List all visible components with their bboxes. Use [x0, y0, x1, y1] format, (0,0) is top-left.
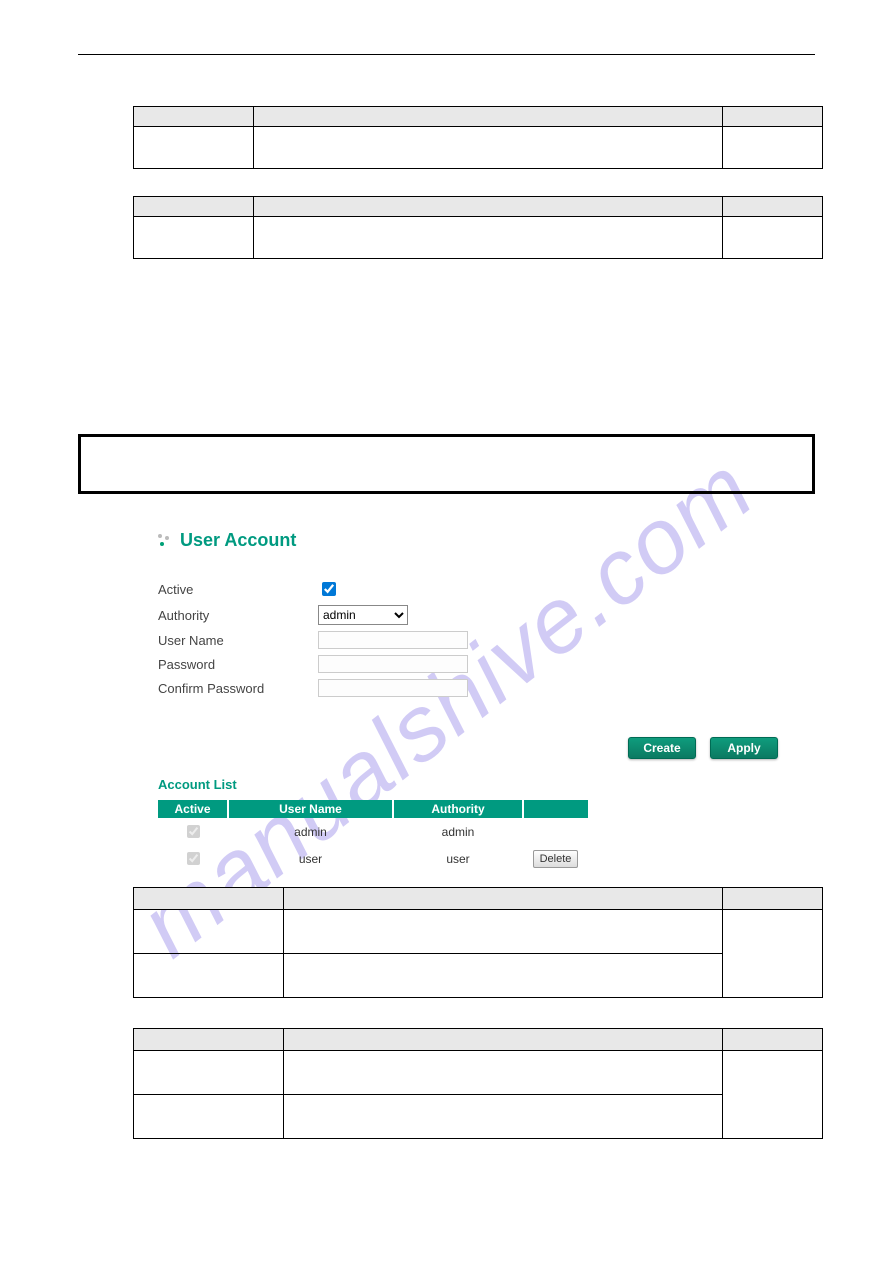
username-input[interactable]	[318, 631, 468, 649]
col-username: User Name	[228, 800, 393, 818]
page-title: User Account	[180, 530, 296, 551]
col-actions	[523, 800, 588, 818]
apply-button[interactable]: Apply	[710, 737, 778, 759]
table-row: user user Delete	[158, 845, 588, 872]
row-active-checkbox	[187, 852, 200, 865]
authority-label: Authority	[158, 608, 318, 623]
row-active-checkbox	[187, 825, 200, 838]
col-authority: Authority	[393, 800, 523, 818]
section-banner	[78, 434, 815, 494]
delete-button[interactable]: Delete	[533, 850, 579, 868]
table-row: admin admin	[158, 818, 588, 845]
spec-table-2	[133, 196, 823, 259]
row-username: admin	[228, 818, 393, 845]
col-active: Active	[158, 800, 228, 818]
authority-select[interactable]: admin user	[318, 605, 408, 625]
account-list-table: Active User Name Authority admin admin u…	[158, 800, 588, 872]
spec-table-1	[133, 106, 823, 169]
account-list-heading: Account List	[158, 777, 788, 792]
spec-table-3	[133, 887, 823, 998]
confirm-password-label: Confirm Password	[158, 681, 318, 696]
create-button[interactable]: Create	[628, 737, 696, 759]
row-authority: admin	[393, 818, 523, 845]
row-username: user	[228, 845, 393, 872]
password-label: Password	[158, 657, 318, 672]
password-input[interactable]	[318, 655, 468, 673]
confirm-password-input[interactable]	[318, 679, 468, 697]
dots-icon	[158, 534, 172, 548]
row-authority: user	[393, 845, 523, 872]
active-label: Active	[158, 582, 318, 597]
top-divider	[78, 54, 815, 55]
spec-table-4	[133, 1028, 823, 1139]
active-checkbox[interactable]	[322, 582, 336, 596]
username-label: User Name	[158, 633, 318, 648]
